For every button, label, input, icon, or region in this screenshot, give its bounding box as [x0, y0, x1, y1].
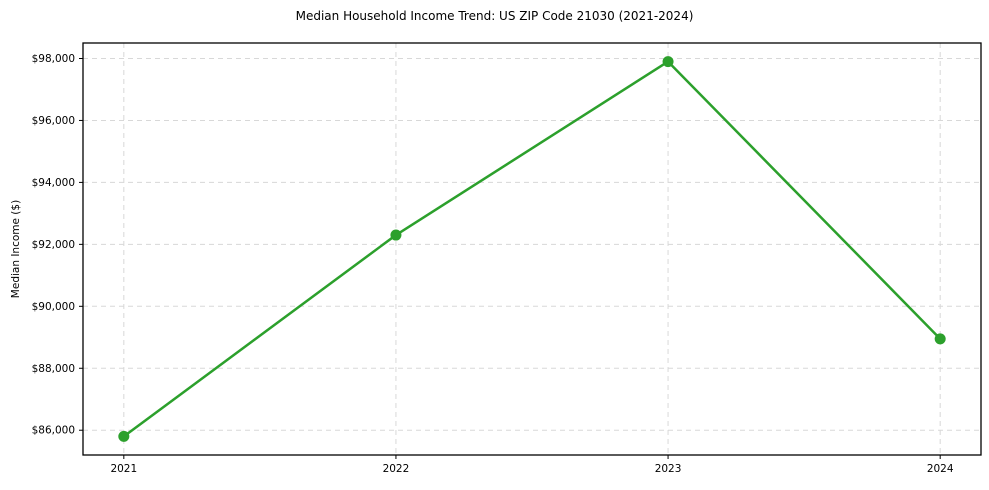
plot-border: [82, 42, 982, 456]
y-tick-label: $90,000: [32, 301, 75, 313]
y-tick-label: $88,000: [32, 363, 75, 375]
x-tick-label: 2024: [927, 463, 954, 475]
data-point-2021: [118, 430, 130, 442]
data-point-2024: [934, 333, 946, 345]
x-tick-label: 2023: [655, 463, 682, 475]
chart-title: Median Household Income Trend: US ZIP Co…: [295, 9, 694, 23]
data-point-2022: [390, 229, 402, 241]
y-tick-label: $94,000: [32, 177, 75, 189]
y-axis-label: Median Income ($): [10, 199, 22, 299]
y-tick-label: $92,000: [32, 239, 75, 251]
y-tick-label: $98,000: [32, 53, 75, 65]
x-tick-label: 2021: [110, 463, 137, 475]
y-tick-label: $86,000: [32, 425, 75, 437]
x-tick-label: 2022: [383, 463, 410, 475]
data-point-2023: [662, 56, 674, 68]
trend-line: [122, 60, 942, 438]
y-tick-label: $96,000: [32, 115, 75, 127]
